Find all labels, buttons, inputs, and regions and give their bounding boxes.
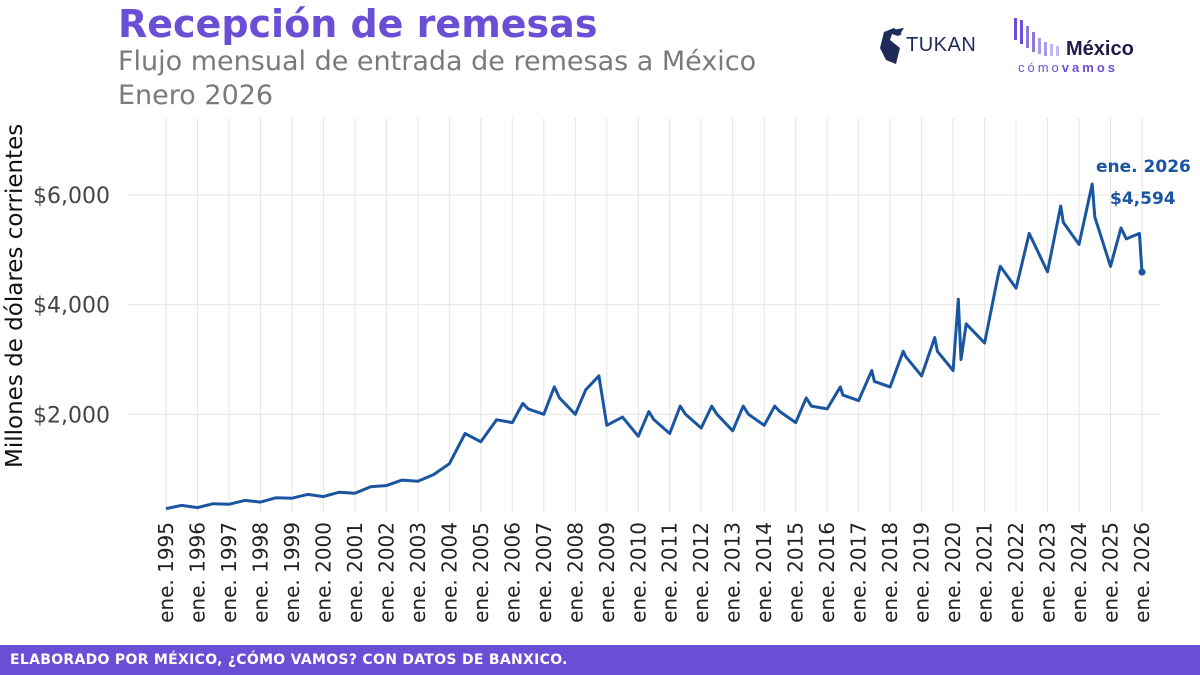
series-line-remesas (165, 182, 1144, 511)
x-tick-label: ene. 2015 (784, 522, 808, 623)
x-tick-label: ene. 2000 (311, 522, 335, 623)
bars-logo-icon (1014, 18, 1059, 56)
x-tick-label: ene. 2016 (815, 522, 839, 623)
x-tick-label: ene. 2008 (563, 522, 587, 623)
x-tick-label: ene. 2021 (973, 522, 997, 623)
x-tick-label: ene. 2025 (1099, 522, 1123, 623)
x-tick-label: ene. 2020 (941, 522, 965, 623)
x-tick-label: ene. 1998 (248, 522, 272, 623)
annotation-value-label: $4,594 (1110, 189, 1176, 209)
mcv-logo-subtext: cómovamos (1018, 60, 1118, 75)
x-tick-label: ene. 2024 (1067, 522, 1091, 623)
mcv-logo-text: México (1066, 38, 1134, 60)
annotation-date-label: ene. 2026 (1096, 157, 1191, 177)
x-tick-label: ene. 2014 (752, 522, 776, 623)
y-tick-label: $2,000 (33, 403, 110, 428)
x-tick-label: ene. 2005 (469, 522, 493, 623)
x-tick-label: ene. 2003 (406, 522, 430, 623)
tukan-logo-text: TUKAN (906, 34, 977, 56)
y-tick-label: $4,000 (33, 294, 110, 319)
chart-period: Enero 2026 (118, 80, 274, 111)
x-tick-label: ene. 2026 (1130, 522, 1154, 623)
x-tick-label: ene. 2023 (1036, 522, 1060, 623)
y-tick-label: $6,000 (33, 184, 110, 209)
x-tick-label: ene. 2018 (878, 522, 902, 623)
x-tick-label: ene. 1997 (217, 522, 241, 623)
x-tick-label: ene. 1999 (280, 522, 304, 623)
x-tick-label: ene. 2009 (595, 522, 619, 623)
x-tick-label: ene. 2013 (721, 522, 745, 623)
x-tick-label: ene. 2010 (626, 522, 650, 623)
y-axis-label: Millones de dólares corrientes (2, 123, 28, 468)
x-tick-label: ene. 2011 (658, 522, 682, 623)
line-chart: ene. 1995 ene. 1996 ene. 1997 ene. 1998 ene.… (33, 118, 1160, 623)
chart-subtitle: Flujo mensual de entrada de remesas a Mé… (118, 46, 757, 77)
last-point-marker (1138, 268, 1146, 276)
x-tick-label: ene. 2019 (910, 522, 934, 623)
x-tick-label: ene. 1995 (154, 522, 178, 623)
toucan-icon (880, 28, 904, 64)
x-tick-label: ene. 2001 (343, 522, 367, 623)
footer-credit: ELABORADO POR MÉXICO, ¿CÓMO VAMOS? CON D… (10, 652, 568, 668)
x-tick-label: ene. 2006 (500, 522, 524, 623)
mexico-como-vamos-logo: México cómovamos (1012, 16, 1162, 78)
chart-title: Recepción de remesas (118, 2, 598, 46)
x-tick-label: ene. 2022 (1004, 522, 1028, 623)
x-tick-label: ene. 2007 (532, 522, 556, 623)
x-tick-label: ene. 2012 (689, 522, 713, 623)
footer-bar: ELABORADO POR MÉXICO, ¿CÓMO VAMOS? CON D… (0, 645, 1200, 675)
tukan-logo: TUKAN (878, 26, 988, 66)
x-tick-label: ene. 1996 (185, 522, 209, 623)
x-tick-label: ene. 2017 (847, 522, 871, 623)
x-tick-label: ene. 2004 (437, 522, 461, 623)
x-tick-label: ene. 2002 (374, 522, 398, 623)
